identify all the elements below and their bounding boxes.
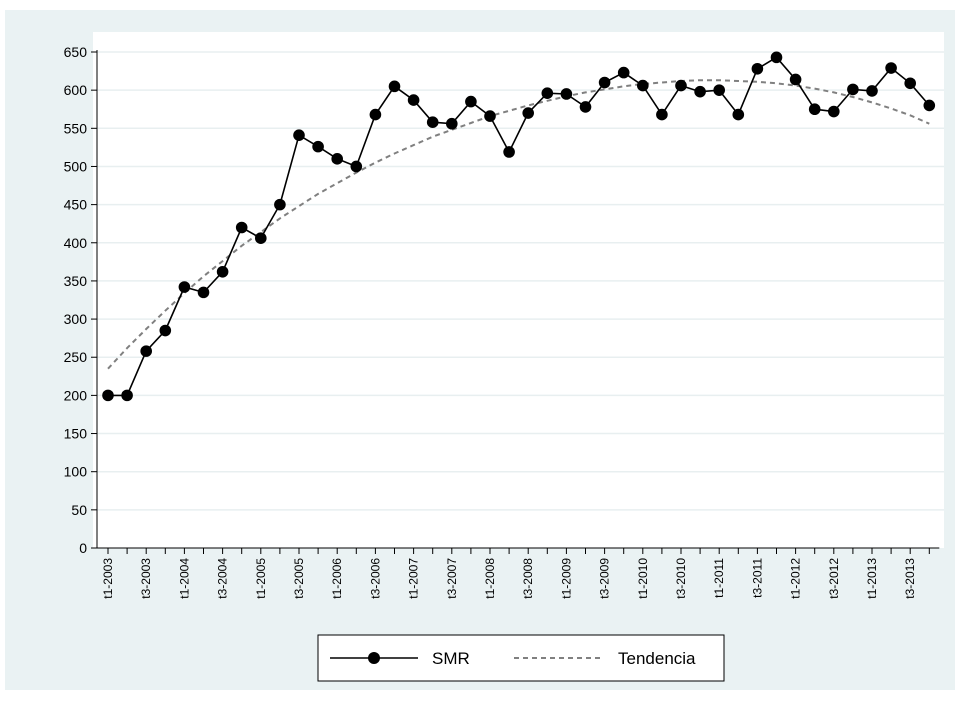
series-smr-point xyxy=(216,265,229,278)
x-tick-label: t1-2010 xyxy=(636,558,650,599)
series-smr-point xyxy=(637,79,649,92)
series-smr-point xyxy=(522,107,534,119)
series-smr-point xyxy=(197,286,210,299)
y-tick-label: 500 xyxy=(64,158,88,174)
plot-area xyxy=(93,32,944,548)
series-smr-point xyxy=(579,101,592,113)
grid-lines xyxy=(97,51,944,511)
x-tick-label: t3-2011 xyxy=(750,558,764,598)
series-smr-point xyxy=(293,129,305,141)
y-tick-label: 550 xyxy=(64,120,88,136)
series-smr-point xyxy=(828,105,840,118)
y-tick-label: 100 xyxy=(64,464,88,480)
series-smr-point xyxy=(140,345,152,357)
series-smr-point xyxy=(541,87,554,100)
series-smr-point xyxy=(732,108,745,121)
x-tick-label: t3-2005 xyxy=(292,558,306,599)
y-tick-label: 400 xyxy=(64,235,88,251)
x-tick-label: t1-2009 xyxy=(559,558,573,599)
series-smr-point xyxy=(312,140,324,153)
series-smr-point xyxy=(446,117,458,130)
series-smr-point xyxy=(866,85,878,97)
series-smr-point xyxy=(770,51,783,64)
legend: SMR Tendencia xyxy=(317,634,725,682)
series-smr-point xyxy=(235,221,248,234)
series-smr-point xyxy=(369,108,382,121)
series-smr-point xyxy=(923,99,936,112)
x-tick-label: t3-2008 xyxy=(521,558,535,599)
series-smr-point xyxy=(350,160,363,173)
y-tick-label: 0 xyxy=(79,540,87,556)
series-smr-point xyxy=(598,76,611,89)
x-tick-label: t1-2007 xyxy=(407,558,421,599)
series-smr-point xyxy=(426,116,439,129)
x-tick-label: t3-2009 xyxy=(598,558,612,599)
series-smr-point xyxy=(885,62,897,74)
series-smr-point xyxy=(789,73,802,86)
series-smr-point xyxy=(254,232,267,244)
x-tick-label: t3-2007 xyxy=(445,558,459,599)
series-smr-point xyxy=(465,95,477,108)
series-smr-point xyxy=(560,88,573,100)
x-tick-label: t1-2005 xyxy=(254,558,268,599)
series-smr-point xyxy=(274,198,286,211)
series-tendencia-line xyxy=(107,79,930,370)
x-tick-label: t1-2003 xyxy=(101,558,115,599)
x-tick-label: t1-2013 xyxy=(865,558,879,599)
series-smr-point xyxy=(656,108,668,121)
series-smr-point xyxy=(178,281,191,293)
y-tick-label: 50 xyxy=(71,502,87,518)
x-tick-label: t1-2011 xyxy=(712,558,726,598)
x-tick-label: t3-2013 xyxy=(903,558,917,599)
x-tick-label: t1-2006 xyxy=(330,558,344,599)
y-tick-label: 450 xyxy=(64,197,88,213)
series-smr-point xyxy=(121,389,133,402)
y-tick-label: 200 xyxy=(64,387,88,403)
series-smr-point xyxy=(331,153,344,165)
y-tick-label: 350 xyxy=(64,273,88,289)
x-tick-label: t3-2003 xyxy=(139,558,153,599)
series-smr-point xyxy=(617,66,630,79)
series-smr-point xyxy=(751,62,764,75)
x-tick-label: t3-2010 xyxy=(674,558,688,599)
axes: 0 50 100 150 200 250 300 350 400 450 500 550 600 650 t… xyxy=(64,44,940,599)
y-tick-label: 300 xyxy=(64,311,88,327)
x-tick-label: t3-2006 xyxy=(368,558,382,599)
series-smr-point xyxy=(713,84,725,96)
legend-tendencia-label: Tendencia xyxy=(618,649,696,668)
x-tick-label: t1-2004 xyxy=(177,558,191,599)
series-smr-point xyxy=(847,83,859,96)
legend-smr-marker xyxy=(368,652,380,664)
series-smr-point xyxy=(808,103,821,116)
x-tick-label: t3-2004 xyxy=(216,558,230,599)
y-tick-label: 250 xyxy=(64,349,88,365)
x-tick-label: t3-2012 xyxy=(827,558,841,599)
series-smr-point xyxy=(407,94,420,106)
y-tick-label: 650 xyxy=(64,44,88,60)
y-tick-label: 600 xyxy=(64,82,88,98)
x-tick-label: t1-2008 xyxy=(483,558,497,599)
series-smr-point xyxy=(694,85,706,98)
series xyxy=(102,51,936,402)
series-smr-point xyxy=(904,77,916,90)
series-smr-point xyxy=(675,79,687,92)
series-smr-point xyxy=(503,146,515,158)
series-smr-point xyxy=(388,80,401,93)
legend-smr-label: SMR xyxy=(432,649,470,668)
series-smr-point xyxy=(102,389,114,402)
series-smr-point xyxy=(159,324,172,337)
x-tick-label: t1-2012 xyxy=(789,558,803,599)
y-tick-label: 150 xyxy=(64,426,88,442)
series-smr-point xyxy=(484,110,496,122)
